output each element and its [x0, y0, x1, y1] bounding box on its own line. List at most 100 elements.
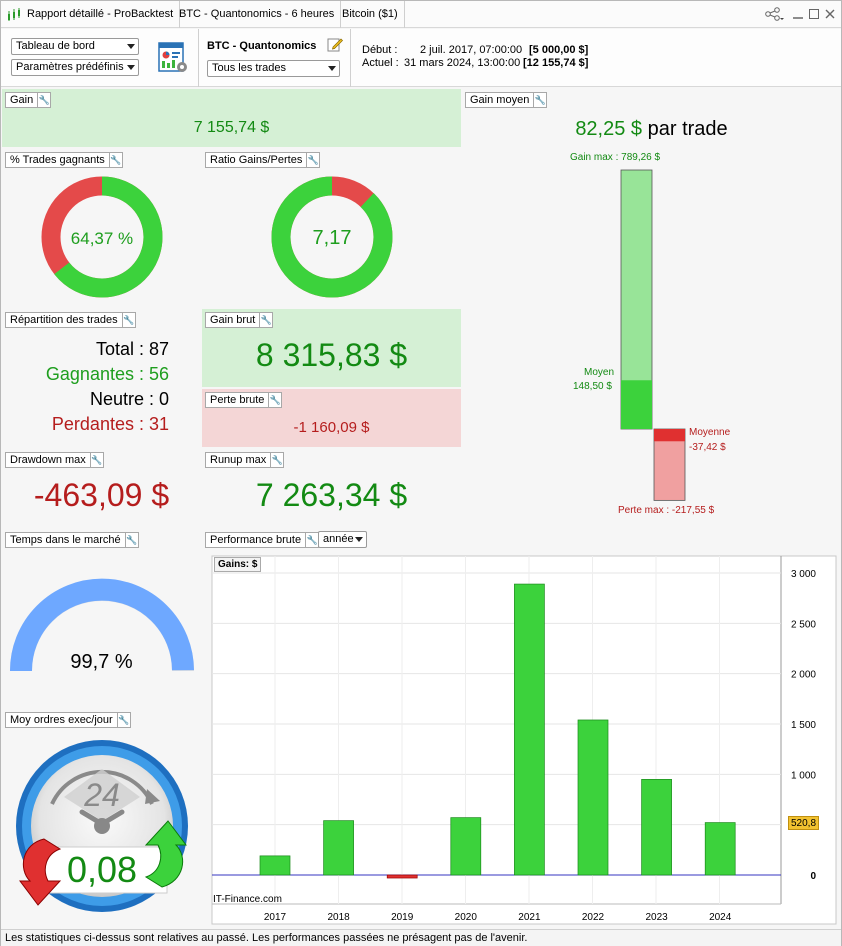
- win-rate-title: % Trades gagnants 🔧: [5, 152, 123, 168]
- minimize-icon[interactable]: [791, 7, 805, 21]
- report-settings-icon[interactable]: [158, 42, 188, 74]
- trades-filter-value: Tous les trades: [212, 62, 286, 74]
- avg-gain-value: 82,25 $: [575, 118, 643, 140]
- avg-loss-bar: [654, 429, 685, 442]
- wrench-icon[interactable]: 🔧: [306, 153, 319, 167]
- avg-loss-value: -37,42 $: [689, 442, 726, 453]
- period-select[interactable]: année: [318, 531, 367, 548]
- x-tick-label: 2021: [518, 912, 541, 923]
- start-label: Début :: [362, 44, 398, 56]
- tab-report[interactable]: Rapport détaillé - ProBacktest: [21, 1, 181, 28]
- time-in-market-title: Temps dans le marché 🔧: [5, 532, 139, 548]
- gain-panel: Gain 🔧 7 155,74 $: [2, 89, 461, 147]
- x-tick-label: 2022: [582, 912, 605, 923]
- performance-title: Performance brute 🔧: [205, 532, 320, 548]
- time-in-market-panel: Temps dans le marché 🔧 99,7 %: [2, 529, 201, 707]
- gain-arc: [271, 176, 393, 298]
- max-loss-label: Perte max : -217,55 $: [618, 505, 715, 516]
- winning-trades: Gagnantes : 56: [45, 364, 169, 384]
- neutral-trades: Neutre : 0: [89, 389, 169, 409]
- probacktest-icon: [8, 8, 20, 21]
- orders-per-day-title: Moy ordres exec/jour 🔧: [5, 712, 131, 728]
- x-tick-label: 2018: [327, 912, 350, 923]
- win-rate-panel: % Trades gagnants 🔧 64,37 %: [2, 149, 201, 307]
- chevron-down-icon: [355, 537, 363, 542]
- drawdown-value: -463,09 $: [33, 477, 170, 513]
- x-tick-label: 2020: [455, 912, 478, 923]
- wrench-icon[interactable]: 🔧: [89, 453, 103, 467]
- wrench-icon[interactable]: 🔧: [268, 393, 282, 407]
- gross-gain-title: Gain brut 🔧: [205, 312, 274, 328]
- share-icon[interactable]: [764, 7, 784, 21]
- drawdown-title: Drawdown max 🔧: [5, 452, 104, 468]
- avg-win-label: Moyen: [584, 367, 615, 378]
- losing-trades: Perdantes : 31: [51, 414, 169, 434]
- gauge-fill: [9, 578, 194, 672]
- time-in-market-value: 99,7 %: [70, 651, 133, 673]
- bar-2020: [450, 817, 482, 876]
- time-in-market-gauge: [9, 578, 194, 672]
- avg-win-value: 148,50 $: [573, 381, 612, 392]
- preset-select[interactable]: Paramètres prédéfinis: [11, 59, 139, 76]
- avg-win-bar: [621, 380, 652, 429]
- ratio-value: 7,17: [312, 227, 352, 249]
- wrench-icon[interactable]: 🔧: [37, 93, 50, 107]
- bar-2024: [704, 822, 736, 876]
- win-rate-value: 64,37 %: [70, 229, 134, 248]
- gain-distribution-bars: [620, 169, 686, 501]
- period-select-value: année: [323, 533, 354, 545]
- tab-strategy[interactable]: BTC - Quantonomics - 6 heures: [173, 1, 342, 28]
- gain-value: 7 155,74 $: [193, 119, 270, 136]
- title-bar: Rapport détaillé - ProBacktest BTC - Qua…: [1, 1, 841, 28]
- current-date: 31 mars 2024, 13:00:00: [404, 57, 521, 69]
- y-tick-label: 1 000: [791, 770, 816, 781]
- preset-select-value: Paramètres prédéfinis: [16, 61, 124, 73]
- x-tick-label: 2019: [391, 912, 414, 923]
- view-select-value: Tableau de bord: [16, 40, 95, 52]
- wrench-icon[interactable]: 🔧: [116, 713, 130, 727]
- wrench-icon[interactable]: 🔧: [121, 313, 135, 327]
- bar-2023: [641, 779, 672, 876]
- bar-2022: [577, 719, 609, 876]
- avg-loss-label: Moyenne: [689, 427, 731, 438]
- runup-value: 7 263,34 $: [255, 477, 408, 513]
- x-tick-label: 2024: [709, 912, 732, 923]
- tab-instrument[interactable]: Bitcoin ($1): [336, 1, 405, 28]
- current-label: Actuel :: [362, 57, 399, 69]
- chevron-down-icon: [127, 44, 135, 49]
- view-select[interactable]: Tableau de bord: [11, 38, 139, 55]
- orders-per-day-value: 0,08: [66, 849, 138, 890]
- gross-loss-panel: Perte brute 🔧 -1 160,09 $: [202, 389, 461, 447]
- y-tick-label: 1 500: [791, 720, 816, 731]
- wrench-icon[interactable]: 🔧: [270, 453, 283, 467]
- gross-gain-value: 8 315,83 $: [255, 337, 408, 373]
- last-value-badge: 520,8: [788, 815, 820, 830]
- wrench-icon[interactable]: 🔧: [108, 153, 122, 167]
- wrench-icon[interactable]: 🔧: [533, 93, 546, 107]
- start-date: 2 juil. 2017, 07:00:00: [420, 44, 523, 56]
- winning-arc: [41, 176, 163, 298]
- performance-panel: Performance brute 🔧 année 0 1 000 1 500 2 00…: [202, 529, 841, 927]
- close-icon[interactable]: [823, 7, 837, 21]
- bar-2019: [386, 874, 418, 879]
- distribution-panel: Répartition des trades 🔧 Total : 87 Gagna…: [2, 309, 201, 447]
- y-tick-label: 3 000: [791, 569, 816, 580]
- wrench-icon[interactable]: 🔧: [124, 533, 138, 547]
- ratio-panel: Ratio Gains/Pertes 🔧 7,17: [202, 149, 461, 307]
- chart-legend: Gains: $: [214, 557, 262, 572]
- clock-24h-icon: 24: [16, 740, 188, 912]
- wrench-icon[interactable]: 🔧: [305, 533, 318, 547]
- gross-loss-title: Perte brute 🔧: [205, 392, 283, 408]
- current-capital: [12 155,74 $]: [523, 57, 589, 69]
- maximize-icon[interactable]: [807, 7, 821, 21]
- edit-pencil-icon[interactable]: [327, 36, 343, 52]
- runup-title: Runup max 🔧: [205, 452, 285, 468]
- bar-2018: [323, 820, 354, 876]
- avg-gain-title: Gain moyen 🔧: [465, 92, 548, 108]
- bar-2017: [259, 855, 291, 876]
- wrench-icon[interactable]: 🔧: [259, 313, 272, 327]
- runup-panel: Runup max 🔧 7 263,34 $: [202, 449, 461, 527]
- win-rate-donut: [41, 176, 163, 298]
- trades-filter-select[interactable]: Tous les trades: [207, 60, 340, 77]
